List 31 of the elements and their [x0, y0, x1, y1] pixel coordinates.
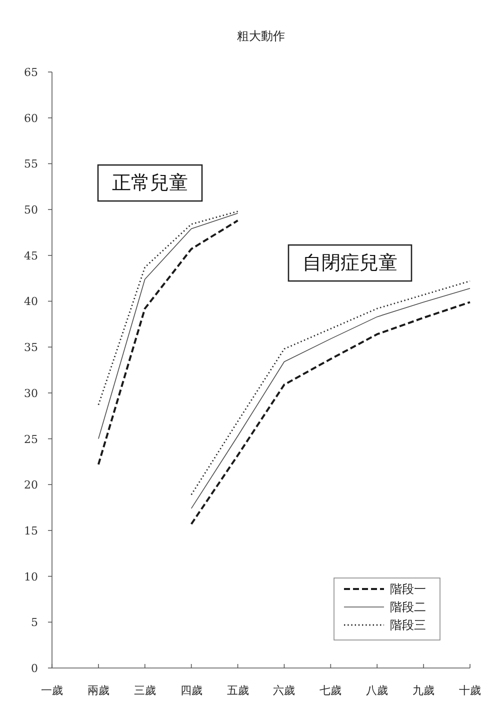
y-tick-label: 65 [24, 66, 38, 79]
x-tick-label: 一歲 [41, 684, 63, 697]
legend-label: 階段二 [390, 600, 426, 614]
legend-label: 階段三 [390, 618, 426, 632]
y-tick-label: 5 [31, 616, 38, 630]
y-tick-label: 40 [24, 295, 38, 308]
legend-label: 階段一 [390, 582, 426, 596]
x-tick-label: 四歲 [180, 684, 202, 697]
y-tick-label: 30 [24, 386, 38, 400]
y-tick-label: 55 [24, 158, 38, 171]
y-tick-label: 15 [24, 524, 38, 538]
x-tick-label: 七歲 [320, 684, 342, 697]
x-tick-label: 五歲 [226, 684, 249, 697]
y-tick-label: 50 [24, 204, 38, 217]
annotation: 自閉症兒童 [302, 252, 398, 274]
x-tick-label: 三歲 [134, 684, 156, 697]
annotation: 正常兒童 [112, 172, 188, 194]
x-tick-label: 八歲 [366, 684, 388, 697]
y-tick-label: 60 [24, 112, 38, 125]
x-tick-label: 九歲 [412, 684, 435, 697]
x-tick-label: 兩歲 [87, 684, 110, 697]
chart-title: 粗大動作 [237, 29, 285, 43]
y-tick-label: 0 [31, 662, 38, 675]
y-tick-label: 10 [24, 570, 38, 584]
x-tick-label: 六歲 [273, 684, 296, 697]
y-tick-label: 35 [24, 341, 38, 354]
line-series [98, 210, 238, 406]
y-tick-label: 25 [24, 432, 38, 446]
x-tick-label: 十歲 [459, 684, 481, 697]
y-tick-label: 45 [24, 249, 38, 262]
y-tick-label: 20 [24, 478, 38, 492]
